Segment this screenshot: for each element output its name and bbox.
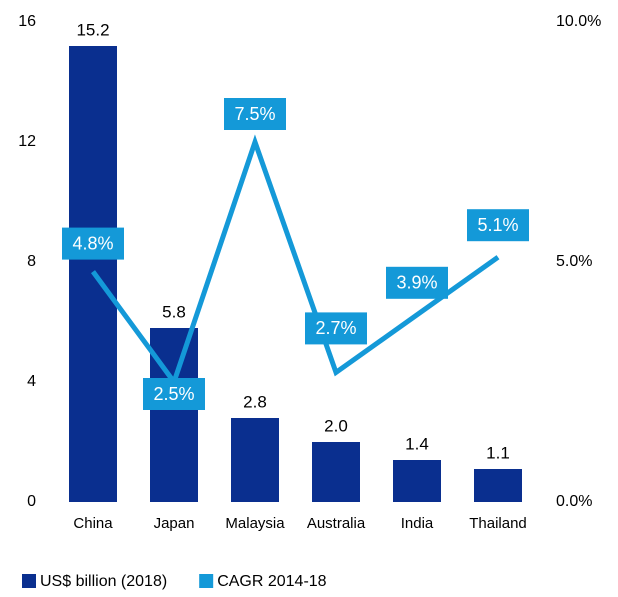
y-tick-label: 4 [27,373,36,390]
line-value-label: 2.7% [315,318,356,338]
y2-tick-label: 5.0% [556,253,592,270]
y-tick-label: 12 [18,133,36,150]
y2-tick-label: 10.0% [556,13,601,30]
x-tick-label: China [73,515,113,532]
bar [231,418,279,502]
line-value-label: 7.5% [234,104,275,124]
bar [393,460,441,502]
line-label-box [305,312,367,345]
bar [312,442,360,502]
bar-value-label: 2.8 [243,392,267,411]
bar [150,328,198,502]
y2-tick-label: 0.0% [556,493,592,510]
line-value-label: 4.8% [72,233,113,253]
x-tick-label: Australia [307,515,366,532]
line-label-box [467,209,529,242]
bar-value-label: 1.4 [405,434,429,453]
line-value-label: 5.1% [477,215,518,235]
y-tick-label: 8 [27,253,36,270]
line-value-label: 3.9% [396,273,437,293]
x-tick-label: India [401,515,434,532]
bar-value-label: 1.1 [486,443,510,462]
bar-value-label: 15.2 [76,20,109,39]
legend-label: CAGR 2014-18 [217,573,326,590]
legend-swatch [22,574,36,588]
bar-value-label: 2.0 [324,416,348,435]
line-label-box [386,266,448,299]
line-label-box [143,378,205,410]
legend-label: US$ billion (2018) [40,573,167,590]
legend-swatch [199,574,214,588]
x-tick-label: Japan [154,515,195,532]
x-tick-label: Thailand [469,515,527,532]
line-label-box [224,98,286,130]
x-tick-label: Malaysia [225,515,285,532]
y-tick-label: 0 [27,493,36,510]
bar [474,469,522,502]
line-label-box [62,227,124,260]
line [90,134,500,388]
line-value-label: 2.5% [153,384,194,404]
bar-value-label: 5.8 [162,302,186,321]
y-tick-label: 16 [18,13,36,30]
